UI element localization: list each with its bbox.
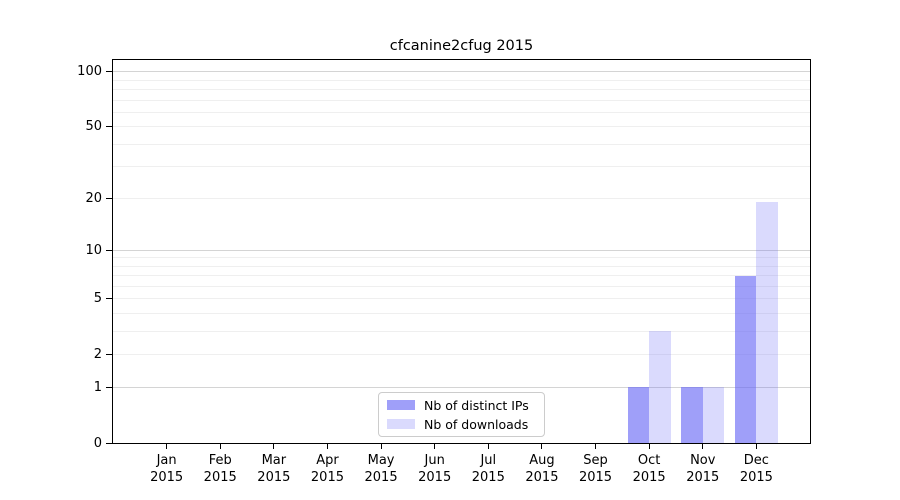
legend-entry-downloads: Nb of downloads — [387, 417, 536, 432]
gridline-minor — [113, 111, 810, 113]
x-axis-month-label: Aug 2015 — [525, 453, 559, 485]
x-axis-month-label: Jul 2015 — [471, 453, 505, 485]
y-tick-mark — [106, 386, 113, 388]
x-tick-mark — [380, 443, 382, 449]
x-tick-mark — [595, 443, 597, 449]
bar-distinct-ips — [627, 387, 650, 443]
bar-distinct-ips — [734, 275, 757, 443]
x-axis-month-label: Nov 2015 — [686, 453, 720, 485]
y-axis-tick-label: 20 — [85, 190, 102, 206]
x-axis-month-label: Apr 2015 — [310, 453, 344, 485]
legend-swatch-downloads — [387, 419, 415, 429]
x-tick-mark — [648, 443, 650, 449]
gridline-minor — [113, 89, 810, 91]
bar-downloads — [702, 387, 725, 443]
x-axis-month-label: Oct 2015 — [632, 453, 666, 485]
legend: Nb of distinct IPs Nb of downloads — [378, 392, 545, 437]
y-axis-tick-label: 0 — [93, 435, 102, 451]
gridline-minor — [113, 197, 810, 199]
y-axis-tick-label: 1 — [93, 379, 102, 395]
y-axis-tick-label: 10 — [85, 242, 102, 258]
y-tick-mark — [106, 197, 113, 199]
x-axis-month-label: Sep 2015 — [578, 453, 613, 485]
x-tick-mark — [219, 443, 221, 449]
y-axis-tick-label: 100 — [77, 64, 102, 80]
x-axis-month-label: Jan 2015 — [150, 453, 184, 485]
gridline-minor — [113, 330, 810, 332]
y-axis-tick-label: 5 — [93, 291, 102, 307]
y-axis-tick-label: 50 — [85, 119, 102, 135]
x-tick-mark — [434, 443, 436, 449]
y-axis-tick-label: 2 — [93, 347, 102, 363]
bar-downloads — [649, 331, 671, 443]
gridline-minor — [113, 313, 810, 315]
y-tick-mark — [106, 126, 113, 128]
gridline-minor — [113, 257, 810, 259]
gridline-minor — [113, 354, 810, 356]
legend-entry-distinct-ips: Nb of distinct IPs — [387, 398, 536, 413]
x-axis-month-label: Dec 2015 — [739, 453, 773, 485]
bar-distinct-ips — [681, 387, 703, 443]
x-axis-month-label: May 2015 — [364, 453, 398, 485]
gridline-minor — [113, 126, 810, 128]
x-axis-month-label: Jun 2015 — [418, 453, 452, 485]
gridline-major — [113, 71, 810, 73]
gridline-minor — [113, 99, 810, 101]
x-tick-mark — [755, 443, 757, 449]
x-tick-mark — [166, 443, 168, 449]
legend-swatch-distinct-ips — [387, 400, 415, 410]
x-tick-mark — [541, 443, 543, 449]
x-axis-month-label: Feb 2015 — [203, 453, 237, 485]
gridline-minor — [113, 143, 810, 145]
gridline-minor — [113, 285, 810, 287]
gridline-major — [113, 249, 810, 251]
x-tick-mark — [702, 443, 704, 449]
x-tick-mark — [487, 443, 489, 449]
gridline-major — [113, 386, 810, 388]
y-tick-mark — [106, 354, 113, 356]
gridline-minor — [113, 298, 810, 300]
chart-title: cfcanine2cfug 2015 — [389, 38, 534, 54]
gridline-minor — [113, 275, 810, 277]
x-tick-mark — [273, 443, 275, 449]
x-axis-month-label: Mar 2015 — [257, 453, 291, 485]
gridline-minor — [113, 79, 810, 81]
legend-label-distinct-ips: Nb of distinct IPs — [424, 397, 529, 413]
bar-downloads — [756, 202, 778, 443]
gridline-minor — [113, 265, 810, 267]
y-tick-mark — [106, 298, 113, 300]
x-tick-mark — [326, 443, 328, 449]
y-tick-mark — [106, 442, 113, 444]
legend-label-downloads: Nb of downloads — [424, 416, 529, 432]
y-tick-mark — [106, 71, 113, 73]
y-tick-mark — [106, 249, 113, 251]
plot-area — [112, 59, 811, 444]
gridline-minor — [113, 166, 810, 168]
